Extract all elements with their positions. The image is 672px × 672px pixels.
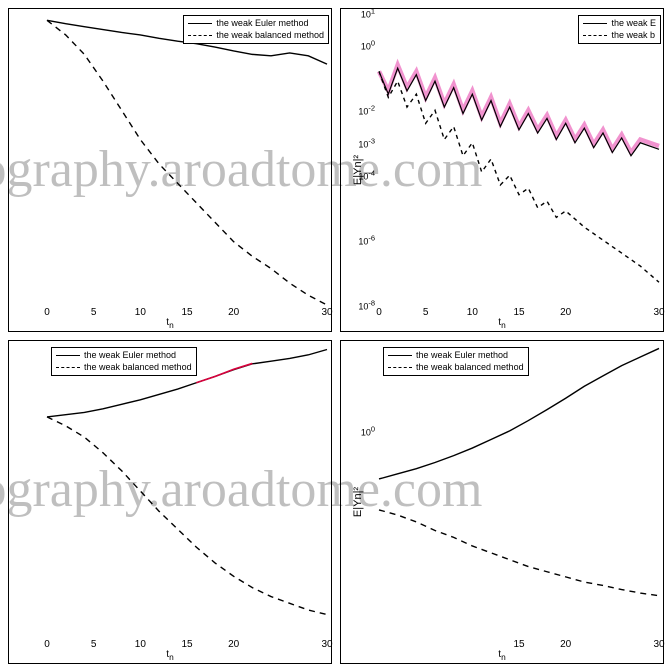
legend-line-icon xyxy=(388,355,412,356)
x-axis-label: tn xyxy=(498,649,505,662)
legend-label: the weak balanced method xyxy=(84,362,192,374)
panel-top-left: 0510152030tn the weak Euler methodthe wea… xyxy=(8,8,332,332)
x-ticks: 152030 xyxy=(379,639,659,653)
legend-label: the weak Euler method xyxy=(416,350,508,362)
legend-label: the weak Euler method xyxy=(84,350,176,362)
legend-line-icon xyxy=(583,35,607,36)
x-axis-label: tn xyxy=(498,317,505,330)
legend-label: the weak Euler method xyxy=(216,18,308,30)
legend-label: the weak b xyxy=(611,30,655,42)
y-axis-label: E|Yn|² xyxy=(352,487,364,517)
panel-top-right: 051015203010-810-610-410-310-2100101E|Yn… xyxy=(340,8,664,332)
y-axis-label: E|Yn|² xyxy=(352,155,364,185)
legend-label: the weak E xyxy=(611,18,656,30)
series-balanced xyxy=(379,510,659,596)
legend-line-icon xyxy=(56,367,80,368)
panel-bottom-right: 152030100E|Yn|²tnthe weak Euler methodth… xyxy=(340,340,664,664)
legend-line-icon xyxy=(388,367,412,368)
series-balanced xyxy=(47,20,327,305)
series-balanced xyxy=(379,71,659,282)
series-red-overlay xyxy=(196,363,252,382)
legend: the weak Euler methodthe weak balanced m… xyxy=(51,347,197,376)
legend: the weak Euler methodthe weak balanced m… xyxy=(183,15,329,44)
legend-line-icon xyxy=(56,355,80,356)
x-axis-label: tn xyxy=(166,649,173,662)
x-axis-label: tn xyxy=(166,317,173,330)
x-ticks: 0510152030 xyxy=(47,307,327,321)
legend-line-icon xyxy=(188,35,212,36)
chart-grid: 0510152030tnthe weak Euler methodthe wea… xyxy=(0,0,672,672)
legend-line-icon xyxy=(583,23,607,24)
x-ticks: 0510152030 xyxy=(379,307,659,321)
legend-line-icon xyxy=(188,23,212,24)
panel-bottom-left: 0510152030tn the weak Euler methodthe wea… xyxy=(8,340,332,664)
legend-label: the weak balanced method xyxy=(416,362,524,374)
legend-label: the weak balanced method xyxy=(216,30,324,42)
legend: the weak Euler methodthe weak balanced m… xyxy=(383,347,529,376)
legend: the weak Ethe weak b xyxy=(578,15,661,44)
series-balanced xyxy=(47,417,327,615)
x-ticks: 0510152030 xyxy=(47,639,327,653)
